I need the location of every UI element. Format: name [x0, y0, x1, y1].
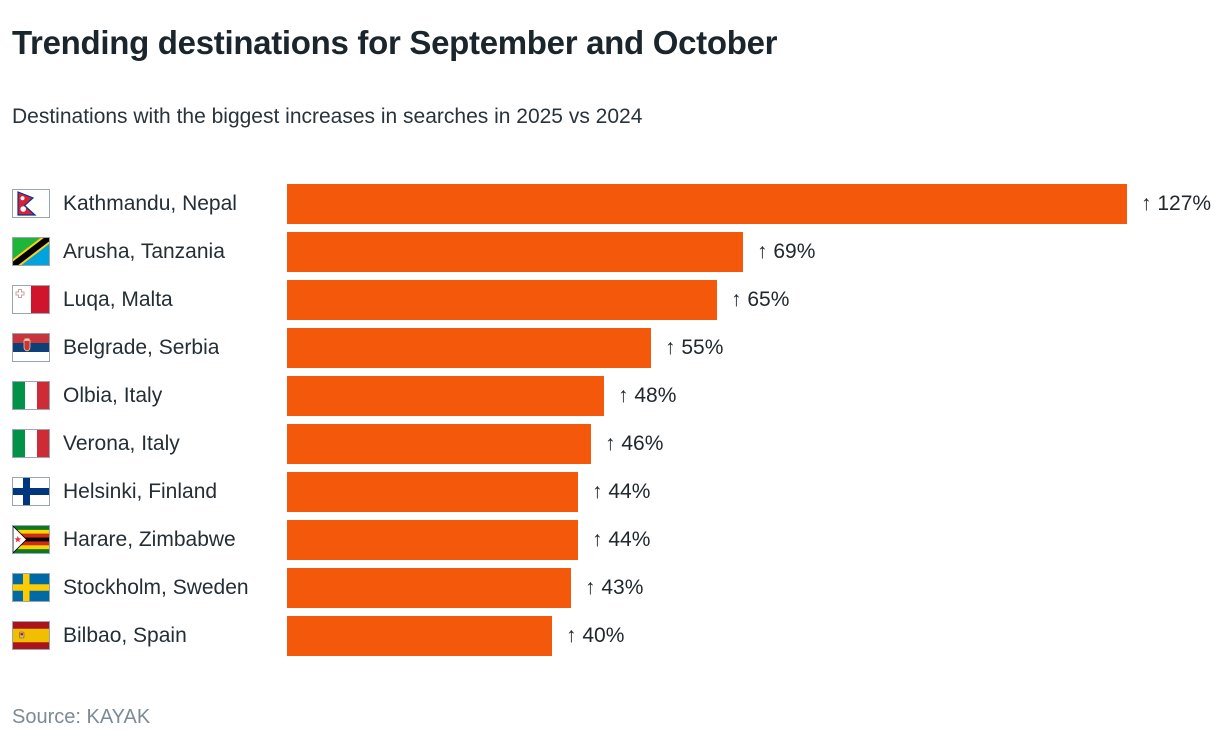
chart-row: Stockholm, Sweden ↑ 43%: [0, 567, 1220, 608]
chart-row: Olbia, Italy ↑ 48%: [0, 375, 1220, 416]
bar: [287, 183, 1127, 224]
row-left: Olbia, Italy: [0, 381, 287, 411]
bar-area: ↑ 127%: [287, 183, 1220, 224]
chart-row: Verona, Italy ↑ 46%: [0, 423, 1220, 464]
row-left: Stockholm, Sweden: [0, 573, 287, 603]
bar-area: ↑ 44%: [287, 519, 1220, 560]
chart-footer: Source: KAYAK: [12, 706, 150, 729]
row-left: Harare, Zimbabwe: [0, 525, 287, 555]
chart-row: Luqa, Malta ↑ 65%: [0, 279, 1220, 320]
source-attribution: Source: KAYAK: [12, 706, 151, 728]
bar-value-label: ↑ 48%: [618, 383, 677, 407]
bar-value-label: ↑ 69%: [757, 239, 816, 263]
tanzania-flag-icon: [12, 237, 50, 267]
destination-label: Belgrade, Serbia: [63, 335, 220, 359]
bar: [287, 279, 717, 320]
row-left: Verona, Italy: [0, 429, 287, 459]
finland-flag-icon: [12, 477, 50, 507]
bar-value-label: ↑ 40%: [566, 623, 625, 647]
destination-label: Arusha, Tanzania: [63, 239, 225, 263]
nepal-flag-icon: [12, 189, 50, 219]
bar: [287, 423, 591, 464]
page-subtitle: Destinations with the biggest increases …: [12, 104, 643, 128]
bar-value-label: ↑ 127%: [1141, 191, 1212, 215]
bar-area: ↑ 43%: [287, 567, 1220, 608]
bar-area: ↑ 48%: [287, 375, 1220, 416]
bar-area: ↑ 40%: [287, 615, 1220, 656]
serbia-flag-icon: [12, 333, 50, 363]
chart-header: Trending destinations for September and …: [0, 0, 1220, 128]
destination-label: Luqa, Malta: [63, 287, 173, 311]
chart-row: Arusha, Tanzania ↑ 69%: [0, 231, 1220, 272]
row-left: Luqa, Malta: [0, 285, 287, 315]
row-left: Bilbao, Spain: [0, 621, 287, 651]
sweden-flag-icon: [12, 573, 50, 603]
chart-row: Kathmandu, Nepal ↑ 127%: [0, 183, 1220, 224]
destination-label: Olbia, Italy: [63, 383, 163, 407]
bar-area: ↑ 65%: [287, 279, 1220, 320]
bar-area: ↑ 69%: [287, 231, 1220, 272]
chart-row: Belgrade, Serbia ↑ 55%: [0, 327, 1220, 368]
row-left: Kathmandu, Nepal: [0, 189, 287, 219]
zimbabwe-flag-icon: [12, 525, 50, 555]
bar-value-label: ↑ 55%: [665, 335, 724, 359]
destination-label: Stockholm, Sweden: [63, 575, 249, 599]
bar: [287, 567, 571, 608]
destination-label: Helsinki, Finland: [63, 479, 218, 503]
spain-flag-icon: [12, 621, 50, 651]
bar: [287, 519, 578, 560]
destination-label: Harare, Zimbabwe: [63, 527, 236, 551]
bar: [287, 231, 743, 272]
row-left: Belgrade, Serbia: [0, 333, 287, 363]
row-left: Helsinki, Finland: [0, 477, 287, 507]
destination-label: Kathmandu, Nepal: [63, 191, 237, 215]
row-left: Arusha, Tanzania: [0, 237, 287, 267]
destination-label: Bilbao, Spain: [63, 623, 187, 647]
page-title: Trending destinations for September and …: [12, 24, 778, 61]
destination-label: Verona, Italy: [63, 431, 180, 455]
bar-value-label: ↑ 65%: [731, 287, 790, 311]
chart-row: Helsinki, Finland ↑ 44%: [0, 471, 1220, 512]
bar-chart: Kathmandu, Nepal ↑ 127% Arusha, Tanzania…: [0, 183, 1220, 656]
bar-value-label: ↑ 44%: [592, 527, 651, 551]
bar-area: ↑ 55%: [287, 327, 1220, 368]
bar-area: ↑ 46%: [287, 423, 1220, 464]
italy-flag-icon: [12, 429, 50, 459]
bar: [287, 615, 552, 656]
bar: [287, 471, 578, 512]
bar-value-label: ↑ 44%: [592, 479, 651, 503]
bar: [287, 375, 604, 416]
italy-flag-icon: [12, 381, 50, 411]
bar-area: ↑ 44%: [287, 471, 1220, 512]
bar: [287, 327, 651, 368]
bar-value-label: ↑ 43%: [585, 575, 644, 599]
chart-row: Bilbao, Spain ↑ 40%: [0, 615, 1220, 656]
malta-flag-icon: [12, 285, 50, 315]
chart-row: Harare, Zimbabwe ↑ 44%: [0, 519, 1220, 560]
bar-value-label: ↑ 46%: [605, 431, 664, 455]
